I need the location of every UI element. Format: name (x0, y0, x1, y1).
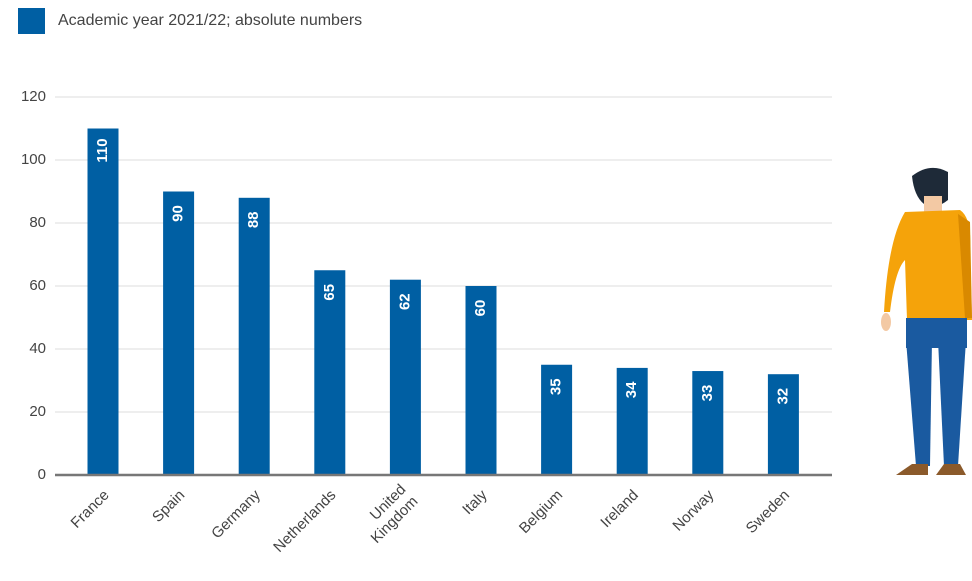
x-tick-label: Germany (208, 486, 264, 542)
data-label: 65 (321, 284, 338, 301)
bar (767, 374, 799, 475)
y-tick-label: 120 (21, 88, 46, 105)
bar (616, 367, 648, 475)
bar (87, 128, 119, 475)
x-tick-label: Norway (669, 486, 717, 534)
data-label: 35 (548, 378, 565, 395)
bar (465, 286, 497, 475)
bar (163, 191, 195, 475)
legend-swatch (18, 8, 45, 34)
x-tick-label: Spain (149, 487, 188, 526)
x-tick-label: UnitedKingdom (355, 481, 421, 547)
data-label: 88 (245, 211, 262, 228)
y-tick-label: 100 (21, 151, 46, 168)
x-tick-label: Netherlands (270, 487, 339, 556)
legend-label: Academic year 2021/22; absolute numbers (58, 12, 362, 29)
data-label: 60 (472, 300, 489, 317)
x-tick-label: Sweden (743, 487, 793, 537)
data-label: 62 (396, 293, 413, 310)
y-tick-label: 40 (29, 340, 46, 357)
bar (314, 270, 346, 475)
person-illustration (881, 167, 972, 475)
y-tick-label: 60 (29, 277, 46, 294)
y-tick-label: 80 (29, 214, 46, 231)
data-label: 33 (699, 385, 716, 402)
x-tick-label: Italy (459, 486, 491, 518)
data-label: 32 (774, 388, 791, 405)
bar (389, 279, 421, 475)
x-tick-label: Ireland (597, 487, 641, 531)
y-tick-label: 0 (38, 466, 46, 483)
data-label: 90 (170, 205, 187, 222)
y-tick-label: 20 (29, 403, 46, 420)
data-label: 34 (623, 381, 640, 398)
data-label: 110 (94, 138, 111, 162)
bar (541, 364, 573, 475)
bar (692, 371, 724, 475)
bar (238, 197, 270, 476)
x-tick-label: Belgium (516, 487, 566, 537)
x-tick-label: France (68, 487, 113, 532)
